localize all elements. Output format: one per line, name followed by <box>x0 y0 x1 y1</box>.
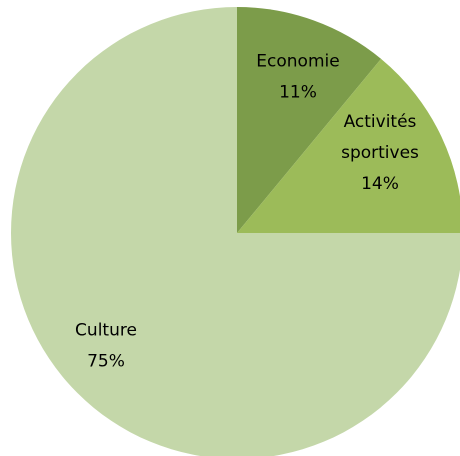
slice-label-1: Economie 11% <box>256 52 339 103</box>
slice-percent-label: 14% <box>361 174 399 194</box>
slice-category-label: sportives <box>341 143 419 163</box>
pie-slice-3 <box>11 7 460 456</box>
slice-label-3: Culture 75% <box>75 321 137 372</box>
pie-labels: Economie 11% Activités sportives 14% Culture 7… <box>75 52 419 372</box>
pie-slice-1 <box>237 7 382 233</box>
pie-slice-2 <box>237 58 460 233</box>
pie-slices <box>11 7 460 456</box>
slice-category-label: Economie <box>256 52 339 72</box>
slice-label-2: Activités sportives 14% <box>341 112 419 194</box>
slice-category-label: Activités <box>344 112 417 132</box>
slice-percent-label: 75% <box>87 352 125 372</box>
slice-percent-label: 11% <box>279 83 317 103</box>
slice-category-label: Culture <box>75 321 137 341</box>
